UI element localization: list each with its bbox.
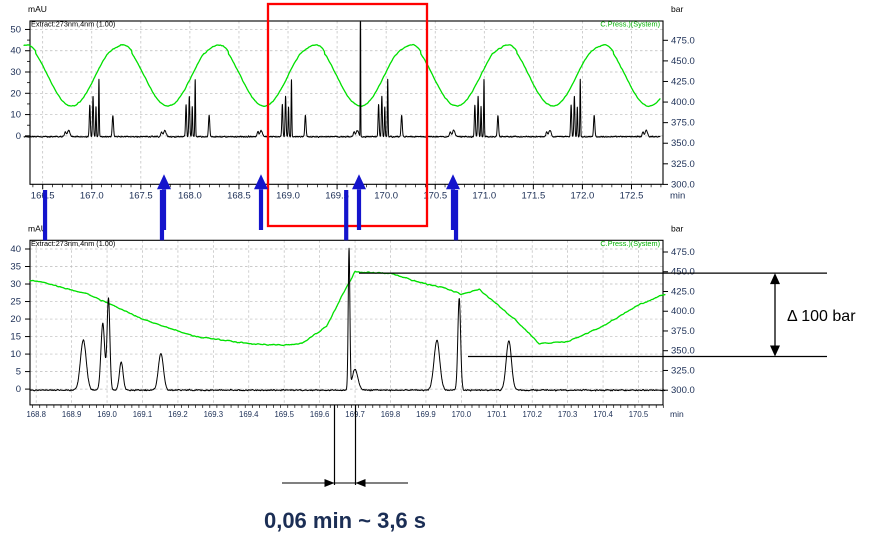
svg-text:min: min	[670, 190, 685, 201]
svg-text:400.0: 400.0	[671, 97, 695, 108]
svg-text:400.0: 400.0	[671, 306, 695, 317]
svg-text:375.0: 375.0	[671, 118, 695, 129]
svg-text:169.5: 169.5	[274, 410, 294, 419]
svg-text:425.0: 425.0	[671, 286, 695, 297]
svg-text:169.3: 169.3	[204, 410, 224, 419]
svg-text:35: 35	[10, 262, 21, 273]
svg-text:170.3: 170.3	[558, 410, 578, 419]
svg-text:450.0: 450.0	[671, 267, 695, 278]
svg-text:Δ 100 bar: Δ 100 bar	[787, 308, 856, 325]
svg-text:350.0: 350.0	[671, 346, 695, 357]
svg-text:170.2: 170.2	[522, 410, 542, 419]
svg-text:0: 0	[16, 384, 21, 395]
svg-text:30: 30	[10, 279, 21, 290]
svg-text:475.0: 475.0	[671, 247, 695, 258]
svg-text:169.6: 169.6	[310, 410, 330, 419]
svg-text:50: 50	[10, 24, 21, 35]
svg-text:375.0: 375.0	[671, 326, 695, 337]
svg-text:171.5: 171.5	[521, 190, 545, 201]
svg-text:168.0: 168.0	[178, 190, 202, 201]
svg-text:C.Press.)(System): C.Press.)(System)	[600, 239, 660, 248]
svg-text:350.0: 350.0	[671, 138, 695, 149]
svg-text:mAU: mAU	[28, 4, 47, 14]
svg-text:450.0: 450.0	[671, 56, 695, 67]
svg-text:171.0: 171.0	[472, 190, 496, 201]
svg-text:170.1: 170.1	[487, 410, 507, 419]
svg-text:170.0: 170.0	[452, 410, 472, 419]
svg-text:25: 25	[10, 297, 21, 308]
svg-text:0: 0	[16, 131, 21, 142]
svg-text:C.Press.)(System): C.Press.)(System)	[600, 20, 660, 29]
svg-text:168.5: 168.5	[227, 190, 251, 201]
svg-text:169.4: 169.4	[239, 410, 259, 419]
svg-text:425.0: 425.0	[671, 76, 695, 87]
svg-text:167.5: 167.5	[129, 190, 153, 201]
svg-text:172.0: 172.0	[571, 190, 595, 201]
svg-text:min: min	[670, 409, 684, 419]
svg-text:169.0: 169.0	[97, 410, 117, 419]
svg-text:167.0: 167.0	[80, 190, 104, 201]
svg-text:170.4: 170.4	[593, 410, 613, 419]
svg-text:5: 5	[16, 367, 21, 378]
svg-text:169.8: 169.8	[381, 410, 401, 419]
svg-text:169.9: 169.9	[416, 410, 436, 419]
svg-text:168.8: 168.8	[26, 410, 46, 419]
svg-text:169.1: 169.1	[133, 410, 153, 419]
svg-text:170.0: 170.0	[374, 190, 398, 201]
svg-text:10: 10	[10, 110, 21, 121]
svg-text:20: 20	[10, 88, 21, 99]
svg-text:30: 30	[10, 67, 21, 78]
svg-text:300.0: 300.0	[671, 179, 695, 190]
svg-text:169.2: 169.2	[168, 410, 188, 419]
svg-text:168.9: 168.9	[62, 410, 82, 419]
svg-text:166.5: 166.5	[31, 190, 55, 201]
svg-text:40: 40	[10, 244, 21, 255]
svg-text:40: 40	[10, 46, 21, 57]
svg-text:325.0: 325.0	[671, 365, 695, 376]
svg-text:bar: bar	[671, 4, 683, 14]
svg-text:325.0: 325.0	[671, 159, 695, 170]
svg-text:475.0: 475.0	[671, 35, 695, 46]
svg-text:Extract:273nm,4nm (1.00): Extract:273nm,4nm (1.00)	[31, 20, 115, 29]
svg-text:169.0: 169.0	[276, 190, 300, 201]
svg-text:0,06 min ~ 3,6 s: 0,06 min ~ 3,6 s	[264, 508, 426, 533]
svg-text:20: 20	[10, 314, 21, 325]
svg-text:10: 10	[10, 349, 21, 360]
svg-text:bar: bar	[671, 223, 683, 233]
svg-text:15: 15	[10, 332, 21, 343]
svg-text:300.0: 300.0	[671, 385, 695, 396]
svg-text:172.5: 172.5	[620, 190, 644, 201]
svg-text:170.5: 170.5	[629, 410, 649, 419]
